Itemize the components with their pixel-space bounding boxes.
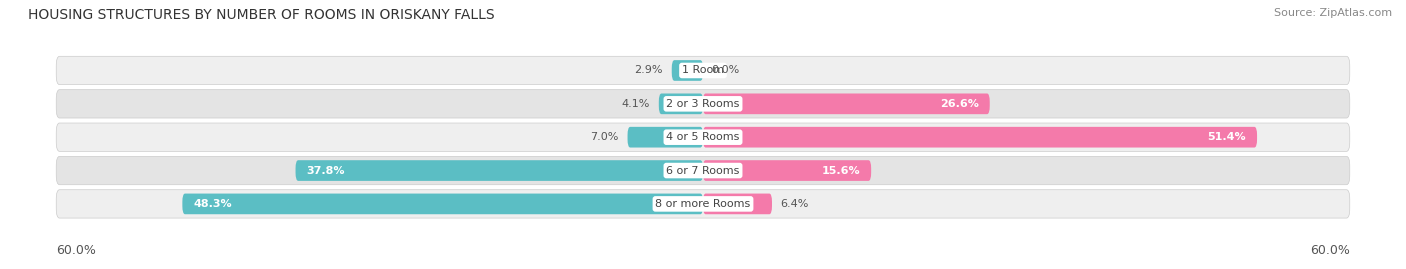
Text: 15.6%: 15.6% xyxy=(821,165,860,176)
Text: 0.0%: 0.0% xyxy=(711,65,740,76)
FancyBboxPatch shape xyxy=(703,94,990,114)
Text: 26.6%: 26.6% xyxy=(941,99,979,109)
FancyBboxPatch shape xyxy=(295,160,703,181)
Text: 4 or 5 Rooms: 4 or 5 Rooms xyxy=(666,132,740,142)
Text: 7.0%: 7.0% xyxy=(591,132,619,142)
FancyBboxPatch shape xyxy=(627,127,703,147)
Text: 6 or 7 Rooms: 6 or 7 Rooms xyxy=(666,165,740,176)
Text: 2.9%: 2.9% xyxy=(634,65,664,76)
Text: 60.0%: 60.0% xyxy=(1310,244,1350,257)
FancyBboxPatch shape xyxy=(56,156,1350,185)
FancyBboxPatch shape xyxy=(659,94,703,114)
FancyBboxPatch shape xyxy=(56,190,1350,218)
FancyBboxPatch shape xyxy=(56,56,1350,85)
FancyBboxPatch shape xyxy=(672,60,703,81)
Text: 2 or 3 Rooms: 2 or 3 Rooms xyxy=(666,99,740,109)
Text: 37.8%: 37.8% xyxy=(307,165,344,176)
Text: Source: ZipAtlas.com: Source: ZipAtlas.com xyxy=(1274,8,1392,18)
FancyBboxPatch shape xyxy=(703,127,1257,147)
FancyBboxPatch shape xyxy=(703,194,772,214)
FancyBboxPatch shape xyxy=(703,160,872,181)
FancyBboxPatch shape xyxy=(183,194,703,214)
Text: 48.3%: 48.3% xyxy=(193,199,232,209)
Text: 4.1%: 4.1% xyxy=(621,99,650,109)
Text: 60.0%: 60.0% xyxy=(56,244,96,257)
FancyBboxPatch shape xyxy=(56,123,1350,151)
Text: HOUSING STRUCTURES BY NUMBER OF ROOMS IN ORISKANY FALLS: HOUSING STRUCTURES BY NUMBER OF ROOMS IN… xyxy=(28,8,495,22)
FancyBboxPatch shape xyxy=(56,90,1350,118)
Text: 1 Room: 1 Room xyxy=(682,65,724,76)
Text: 6.4%: 6.4% xyxy=(780,199,808,209)
Text: 8 or more Rooms: 8 or more Rooms xyxy=(655,199,751,209)
Text: 51.4%: 51.4% xyxy=(1208,132,1246,142)
